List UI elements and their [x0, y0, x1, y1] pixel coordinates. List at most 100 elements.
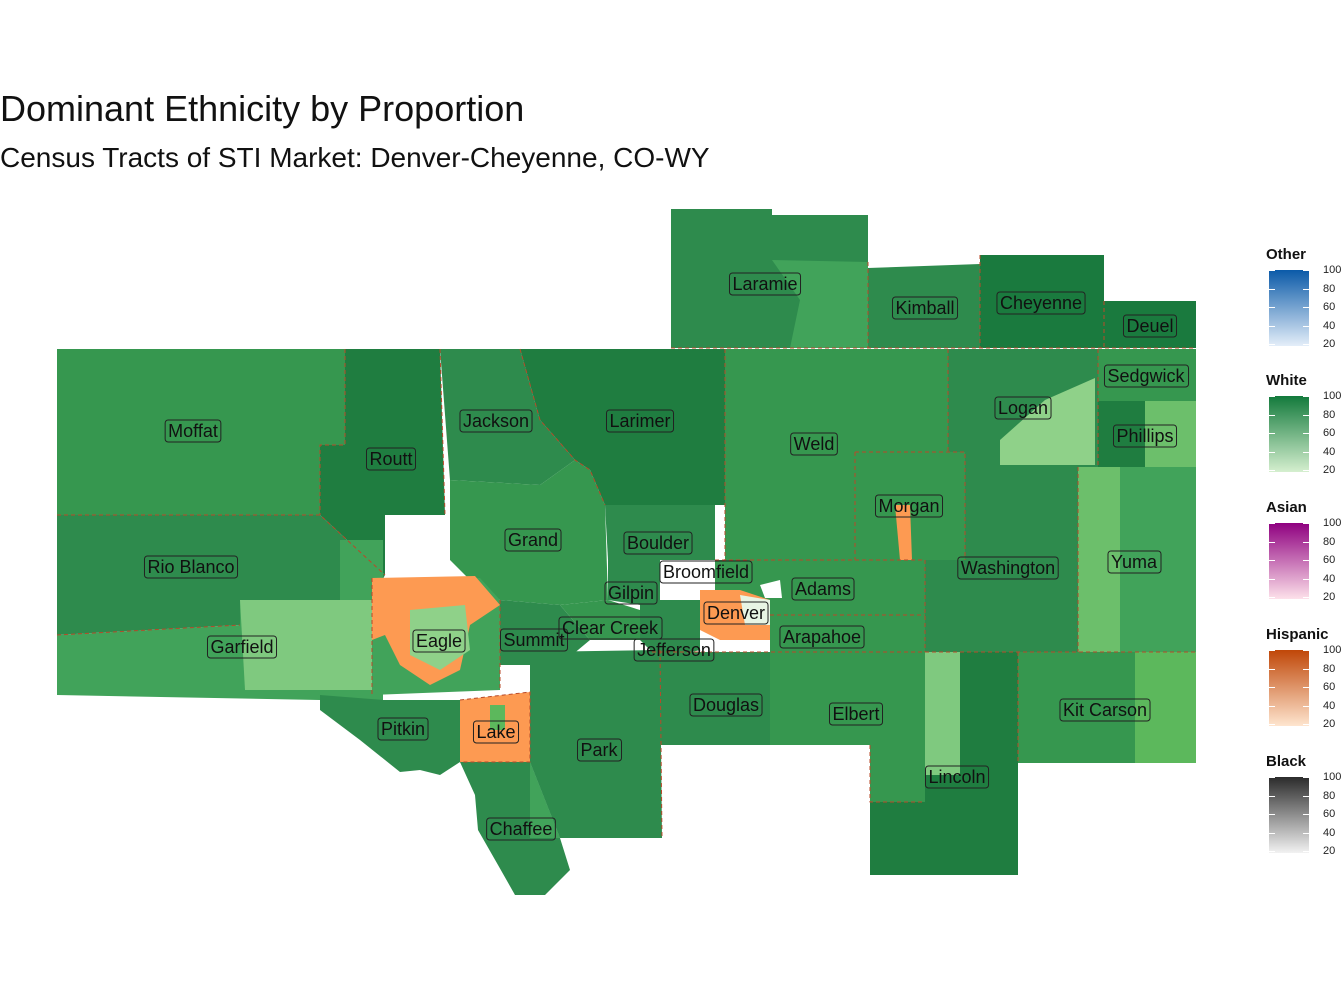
legend-tick-mark [1269, 470, 1275, 471]
county-label-text: Garfield [210, 637, 273, 657]
legend-tick-label: 100 [1323, 390, 1342, 402]
county-elbert[interactable] [770, 652, 925, 802]
legend-tick-mark [1269, 414, 1275, 416]
legend-colorbar [1269, 523, 1309, 599]
county-clear-creek[interactable] [560, 600, 640, 640]
county-moffat[interactable] [57, 349, 345, 515]
legend-tick-mark [1269, 541, 1275, 543]
county-lake-core [490, 705, 505, 730]
legend-tick-label: 80 [1323, 408, 1336, 421]
county-label-text: Phillips [1116, 426, 1173, 446]
county-label-text: Routt [369, 449, 412, 469]
county-label-box [486, 817, 556, 841]
county-label-text: Larimer [609, 411, 670, 431]
legend-tick-mark [1303, 560, 1309, 561]
legend-tick-mark [1303, 523, 1309, 524]
legend-tick-mark [1303, 396, 1309, 397]
legend-title: Black [1266, 753, 1307, 770]
county-label-text: Park [580, 740, 618, 760]
county-label-park: Park [576, 738, 623, 762]
legend-tick-mark [1269, 814, 1275, 815]
county-label-broomfield: Broomfield [659, 560, 753, 584]
legend-tick-label: 20 [1323, 845, 1336, 857]
county-grand[interactable] [450, 460, 608, 605]
county-jefferson[interactable] [640, 600, 700, 660]
county-label-box [412, 629, 466, 653]
legend-tick-label: 40 [1323, 319, 1336, 332]
county-label-morgan: Morgan [874, 494, 944, 518]
legend-tick-mark [1303, 541, 1309, 543]
county-label-eagle: Eagle [412, 629, 466, 653]
county-gilpin[interactable] [608, 560, 660, 608]
county-douglas[interactable] [652, 652, 770, 745]
county-arapahoe[interactable] [770, 615, 925, 652]
county-label-box [1103, 364, 1190, 388]
legend-tick-mark [1269, 705, 1275, 707]
county-park[interactable] [530, 650, 662, 838]
county-label-boulder: Boulder [623, 531, 693, 555]
legend-tick-mark [1303, 814, 1309, 815]
legend-tick-label: 60 [1323, 301, 1336, 313]
county-pitkin[interactable] [320, 695, 460, 775]
legend-tick-mark [1269, 650, 1275, 651]
county-label-text: Douglas [693, 695, 759, 715]
county-label-box [659, 560, 753, 584]
county-larimer[interactable] [520, 349, 725, 505]
county-kimball[interactable] [868, 264, 980, 348]
legend-title: Other [1266, 246, 1307, 263]
legend-tick-mark [1303, 650, 1309, 651]
county-label-washington: Washington [957, 556, 1059, 580]
county-label-routt: Routt [365, 447, 417, 471]
county-label-box [994, 396, 1052, 420]
county-label-box [143, 555, 239, 579]
county-washington[interactable] [925, 470, 1078, 652]
legend-tick-mark [1303, 344, 1309, 345]
county-sedgwick[interactable] [1098, 349, 1196, 401]
county-eagle-core [410, 605, 470, 670]
county-borders [56, 255, 1196, 839]
county-label-sedgwick: Sedgwick [1103, 364, 1190, 388]
legend-tick-mark [1303, 451, 1309, 453]
county-label-box [791, 577, 855, 601]
county-label-text: Jefferson [637, 640, 711, 660]
county-label-text: Weld [794, 434, 835, 454]
county-label-jackson: Jackson [459, 409, 533, 433]
county-label-text: Jackson [463, 411, 529, 431]
county-label-text: Kit Carson [1063, 700, 1147, 720]
legend-colorbar [1269, 777, 1309, 853]
county-label-box [779, 625, 865, 649]
county-jackson[interactable] [440, 349, 575, 485]
county-deuel[interactable] [1104, 301, 1196, 348]
county-label-pitkin: Pitkin [377, 717, 429, 741]
county-label-text: Eagle [416, 631, 462, 651]
county-label-box [605, 409, 675, 433]
county-routt[interactable] [320, 349, 445, 575]
legend-tick-mark [1303, 578, 1309, 580]
county-label-box [633, 638, 715, 662]
legend-colorbar [1269, 270, 1309, 346]
legend-tick-mark [1269, 560, 1275, 561]
legend-tick-mark [1303, 325, 1309, 327]
county-label-adams: Adams [791, 577, 855, 601]
legend-tick-label: 40 [1323, 826, 1336, 839]
county-label-text: Laramie [732, 274, 797, 294]
county-cheyenne[interactable] [980, 255, 1104, 348]
legend-tick-mark [1269, 795, 1275, 797]
county-label-text: Chaffee [490, 819, 553, 839]
county-label-yuma: Yuma [1107, 550, 1162, 574]
legend-tick-mark [1303, 777, 1309, 778]
county-label-weld: Weld [790, 432, 838, 456]
county-label-box [996, 291, 1086, 315]
legend-tick-mark [1269, 523, 1275, 524]
county-label-box [206, 635, 278, 659]
legend-title: White [1266, 372, 1307, 389]
county-rio-blanco[interactable] [57, 515, 385, 635]
legend-tick-mark [1303, 307, 1309, 308]
county-label-text: Grand [508, 530, 558, 550]
county-label-box [924, 765, 990, 789]
county-label-text: Gilpin [608, 583, 654, 603]
county-label-arapahoe: Arapahoe [779, 625, 865, 649]
county-label-moffat: Moffat [164, 419, 222, 443]
legend-tick-mark [1269, 578, 1275, 580]
county-label-box [604, 581, 658, 605]
